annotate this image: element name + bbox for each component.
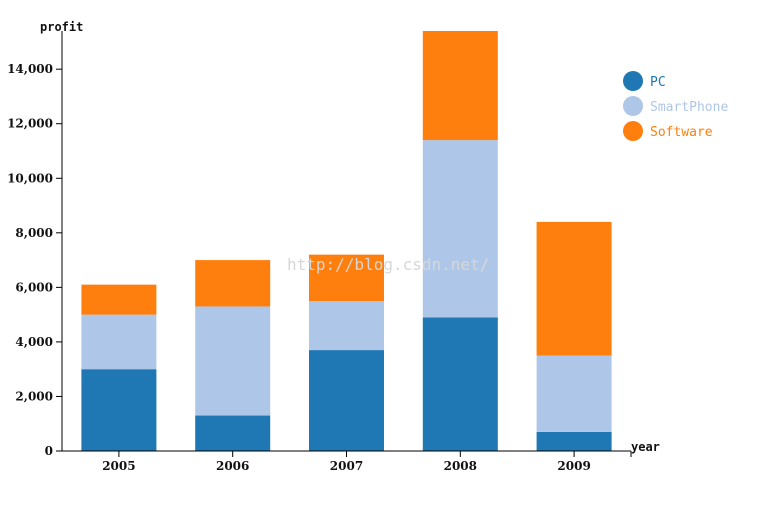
bar-software-2009 — [536, 221, 612, 356]
legend: PC SmartPhone Software — [623, 71, 728, 141]
y-tick-label: 12,000 — [7, 117, 53, 131]
legend-swatch-smartphone — [623, 96, 643, 116]
legend-label-smartphone: SmartPhone — [650, 100, 728, 115]
watermark-text: http://blog.csdn.net/ — [287, 255, 489, 274]
y-tick-label: 10,000 — [7, 171, 53, 185]
x-tick-label: 2006 — [216, 459, 249, 473]
legend-label-pc: PC — [650, 75, 666, 90]
bar-software-2006 — [195, 260, 271, 307]
bar-software-2005 — [81, 284, 157, 315]
legend-label-software: Software — [650, 125, 713, 140]
y-tick-label: 6,000 — [15, 280, 53, 294]
bar-pc-2009 — [536, 431, 612, 451]
legend-swatch-pc — [623, 71, 643, 91]
y-tick-label: 2,000 — [15, 389, 53, 403]
y-tick-label: 14,000 — [7, 62, 53, 76]
x-axis-title: year — [631, 440, 660, 454]
bar-pc-2008 — [422, 317, 498, 451]
y-tick-label: 4,000 — [15, 335, 53, 349]
y-tick-label: 0 — [45, 444, 53, 458]
bars-group — [81, 31, 612, 451]
x-tick-label: 2008 — [444, 459, 477, 473]
x-tick-label: 2007 — [330, 459, 363, 473]
bar-smartphone-2009 — [536, 355, 612, 432]
x-tick-label: 2005 — [102, 459, 135, 473]
y-tick-label: 8,000 — [15, 226, 53, 240]
bar-smartphone-2006 — [195, 306, 271, 416]
legend-swatch-software — [623, 121, 643, 141]
y-axis: 0 2,000 4,000 6,000 8,000 10,000 12,000 14,000 — [7, 31, 63, 458]
bar-pc-2007 — [309, 350, 384, 451]
bar-software-2008 — [422, 31, 498, 141]
y-axis-title: profit — [40, 20, 83, 34]
bar-smartphone-2008 — [422, 140, 498, 318]
bar-pc-2005 — [81, 369, 157, 451]
bar-pc-2006 — [195, 415, 271, 451]
bar-software-2007 — [309, 254, 384, 301]
x-axis: 2005 2006 2007 2008 2009 — [62, 450, 632, 473]
bar-smartphone-2005 — [81, 314, 157, 370]
x-tick-label: 2009 — [557, 459, 590, 473]
bar-smartphone-2007 — [309, 301, 384, 351]
